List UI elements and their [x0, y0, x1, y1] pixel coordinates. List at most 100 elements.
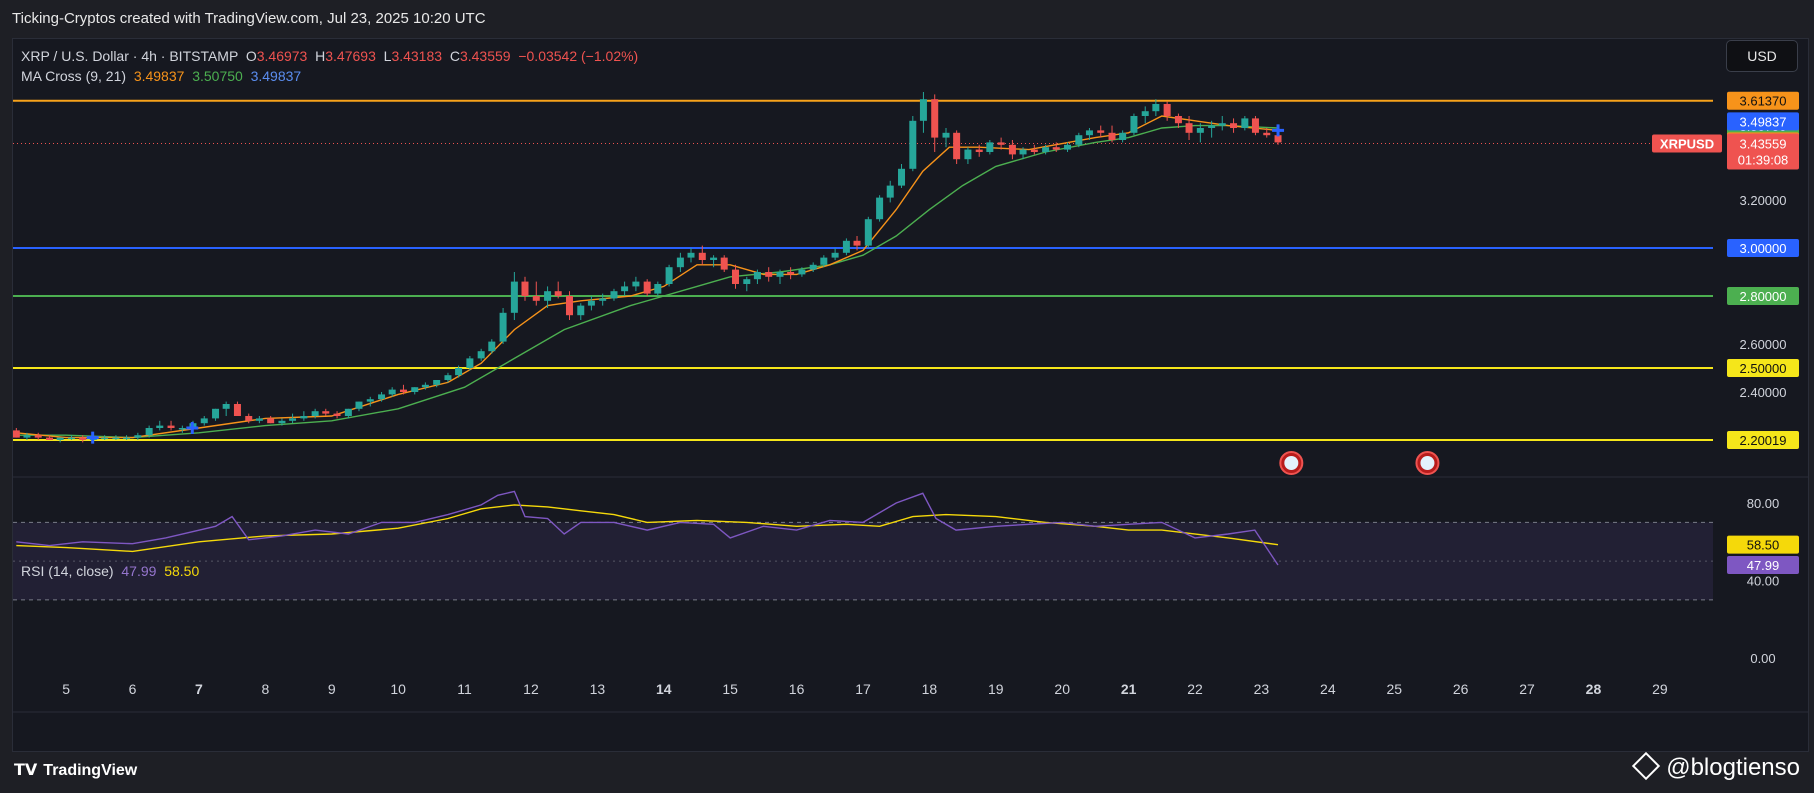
candle-body-45	[510, 281, 518, 313]
candle-body-47	[532, 296, 540, 301]
candle-body-63	[710, 257, 718, 260]
candle-body-81	[909, 120, 917, 169]
candle-body-92	[1030, 149, 1038, 152]
x-tick-19: 19	[988, 681, 1004, 697]
x-tick-9: 9	[328, 681, 336, 697]
candle-body-106	[1185, 123, 1193, 133]
tradingview-logo[interactable]: 𝗧𝗩 TradingView	[14, 760, 137, 780]
candle-body-1	[23, 435, 31, 438]
rsi-ma-tag-bg	[1727, 535, 1799, 554]
ma-fast-line	[16, 115, 1279, 439]
candle-body-68	[765, 272, 773, 277]
candle-body-30	[344, 408, 352, 416]
candle-body-35	[399, 389, 407, 392]
rsi-ma-tag: 58.50	[1747, 538, 1780, 553]
candle-body-20	[233, 404, 241, 416]
rsi-legend: RSI (14, close) 47.99 58.50	[21, 563, 199, 579]
price-tag-yellow-line-2: 2.20019	[1740, 433, 1787, 448]
ma-cross-marker-1	[186, 422, 199, 434]
x-tick-7: 7	[195, 681, 203, 697]
candle-body-76	[853, 240, 861, 246]
candle-body-109	[1218, 123, 1226, 126]
candle-body-29	[333, 413, 341, 416]
candle-body-9	[112, 437, 120, 440]
candle-body-93	[1042, 147, 1050, 152]
rsi-tick-2: 0.00	[1750, 651, 1775, 666]
candle-body-108	[1208, 125, 1216, 128]
candle-body-100	[1119, 132, 1127, 140]
candle-body-107	[1196, 128, 1204, 133]
us-flag-inner-1	[1420, 456, 1435, 470]
price-tag-yellow-line: 2.50000	[1740, 361, 1787, 376]
candle-body-77	[864, 219, 872, 246]
price-tag-blue-line-bg	[1727, 239, 1799, 257]
candle-body-95	[1064, 144, 1072, 150]
candle-body-19	[222, 404, 230, 409]
chart-canvas[interactable]: 3.613703.507503.498373.498373.4355901:39…	[13, 39, 1808, 751]
x-tick-25: 25	[1386, 681, 1402, 697]
candle-body-26	[300, 416, 308, 419]
rsi-tick-0: 80.00	[1747, 496, 1780, 511]
bar-countdown: 01:39:08	[1738, 152, 1789, 167]
candle-body-52	[587, 300, 595, 306]
candle-body-27	[311, 411, 319, 416]
candle-body-90	[1008, 144, 1016, 155]
x-tick-10: 10	[390, 681, 406, 697]
candle-body-33	[378, 394, 386, 400]
x-tick-13: 13	[590, 681, 606, 697]
candle-body-48	[544, 291, 552, 301]
candle-body-31	[355, 401, 363, 409]
x-tick-14: 14	[656, 681, 672, 697]
candle-body-56	[632, 281, 640, 287]
x-tick-28: 28	[1586, 681, 1602, 697]
candle-body-2	[34, 435, 42, 438]
price-tick-1: 2.60000	[1740, 337, 1787, 352]
candle-body-59	[665, 267, 673, 284]
candle-body-6	[79, 437, 87, 440]
candle-body-18	[212, 408, 220, 419]
candle-body-89	[997, 142, 1005, 145]
x-tick-16: 16	[789, 681, 805, 697]
us-flag-inner-0	[1284, 456, 1299, 470]
candle-body-32	[366, 399, 374, 402]
candle-body-91	[1019, 149, 1027, 155]
candle-body-80	[898, 168, 906, 186]
candle-body-112	[1251, 118, 1259, 133]
legend-symbol: XRP / U.S. Dollar · 4h · BITSTAMP	[21, 48, 239, 64]
candle-body-82	[919, 99, 927, 121]
credit-text: @blogtienso	[1666, 754, 1800, 781]
candle-body-3	[46, 437, 54, 440]
candle-body-111	[1241, 118, 1249, 128]
ma-cross-marker-0	[86, 431, 99, 444]
candle-body-75	[842, 240, 850, 253]
chart-frame[interactable]: 3.613703.507503.498373.498373.4355901:39…	[12, 38, 1809, 752]
ma-slow-value: 3.50750	[192, 68, 243, 84]
x-tick-22: 22	[1187, 681, 1203, 697]
candle-body-60	[676, 257, 684, 268]
legend-high: 3.47693	[325, 48, 376, 64]
candle-body-24	[278, 420, 286, 424]
candle-body-39	[444, 375, 452, 380]
candle-body-53	[599, 298, 607, 301]
currency-button[interactable]: USD	[1726, 40, 1798, 72]
legend-high-label: H	[315, 48, 326, 64]
candle-body-94	[1052, 147, 1060, 150]
candle-body-40	[455, 368, 463, 376]
candle-body-64	[720, 257, 728, 270]
watermark-header: Ticking-Cryptos created with TradingView…	[0, 0, 1814, 38]
x-tick-20: 20	[1054, 681, 1070, 697]
price-tag-blue-line: 3.00000	[1740, 241, 1787, 256]
x-tick-26: 26	[1453, 681, 1469, 697]
x-tick-8: 8	[261, 681, 269, 697]
candle-body-102	[1141, 111, 1149, 116]
current-price-tag-bg	[1727, 133, 1799, 170]
candle-body-62	[698, 252, 706, 260]
legend-open: 3.46973	[256, 48, 308, 64]
legend-low: 3.43183	[391, 48, 443, 64]
price-legend: XRP / U.S. Dollar · 4h · BITSTAMP O3.469…	[21, 48, 638, 64]
current-price-tag: 3.43559	[1740, 136, 1787, 151]
price-tag-orange-line-bg	[1727, 91, 1799, 110]
candle-body-113	[1263, 132, 1271, 136]
candle-body-101	[1130, 116, 1138, 133]
price-tick-0: 3.20000	[1740, 193, 1787, 208]
